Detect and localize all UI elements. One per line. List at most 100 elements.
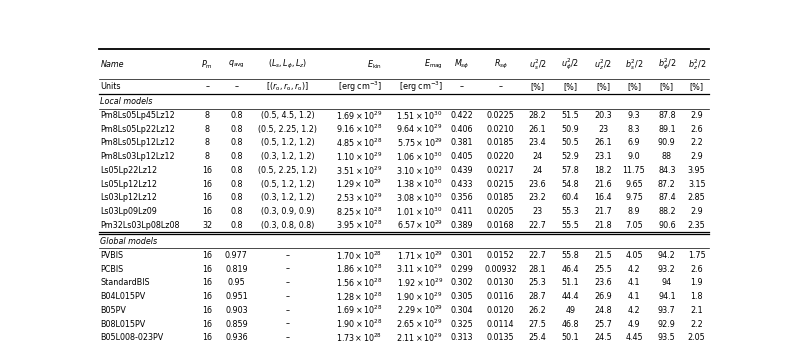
Text: 0.00932: 0.00932	[485, 264, 517, 274]
Text: 49: 49	[565, 306, 575, 315]
Text: 93.5: 93.5	[658, 333, 675, 342]
Text: 0.0205: 0.0205	[487, 207, 515, 216]
Text: 25.7: 25.7	[594, 320, 612, 329]
Text: (0.5, 1.2, 1.2): (0.5, 1.2, 1.2)	[261, 138, 314, 147]
Text: 23.2: 23.2	[529, 193, 547, 202]
Text: 0.406: 0.406	[451, 125, 473, 134]
Text: 22.7: 22.7	[529, 221, 547, 230]
Text: (0.5, 4.5, 1.2): (0.5, 4.5, 1.2)	[261, 111, 314, 120]
Text: [%]: [%]	[690, 82, 704, 91]
Text: 50.9: 50.9	[562, 125, 579, 134]
Text: 0.0116: 0.0116	[487, 292, 515, 301]
Text: 0.313: 0.313	[451, 333, 473, 342]
Text: 46.4: 46.4	[562, 264, 579, 274]
Text: $(L_s, L_\phi, L_z)$: $(L_s, L_\phi, L_z)$	[268, 58, 307, 71]
Text: Name: Name	[100, 60, 124, 69]
Text: 26.9: 26.9	[594, 292, 612, 301]
Text: 50.5: 50.5	[562, 138, 579, 147]
Text: Pm8Ls05Lp45Lz12: Pm8Ls05Lp45Lz12	[100, 111, 175, 120]
Text: 4.05: 4.05	[625, 251, 643, 260]
Text: (0.5, 1.2, 1.2): (0.5, 1.2, 1.2)	[261, 179, 314, 189]
Text: 28.7: 28.7	[529, 292, 547, 301]
Text: 16: 16	[203, 264, 212, 274]
Text: 23.1: 23.1	[594, 152, 612, 161]
Text: 4.45: 4.45	[625, 333, 643, 342]
Text: 23: 23	[598, 125, 608, 134]
Text: 93.7: 93.7	[658, 306, 675, 315]
Text: 3.95: 3.95	[688, 166, 705, 175]
Text: 23: 23	[533, 207, 543, 216]
Text: 0.325: 0.325	[450, 320, 473, 329]
Text: $2.65 \times 10^{29}$: $2.65 \times 10^{29}$	[396, 318, 443, 330]
Text: 0.0152: 0.0152	[487, 251, 515, 260]
Text: 8: 8	[205, 152, 210, 161]
Text: 4.2: 4.2	[628, 306, 641, 315]
Text: 0.356: 0.356	[450, 193, 473, 202]
Text: 16: 16	[203, 251, 212, 260]
Text: $q_{\mathrm{avg}}$: $q_{\mathrm{avg}}$	[228, 59, 245, 70]
Text: 16: 16	[203, 306, 212, 315]
Text: 1.75: 1.75	[688, 251, 705, 260]
Text: 23.6: 23.6	[529, 179, 546, 189]
Text: 0.302: 0.302	[450, 278, 473, 287]
Text: 26.1: 26.1	[594, 138, 612, 147]
Text: 2.6: 2.6	[690, 264, 703, 274]
Text: –: –	[285, 306, 289, 315]
Text: 1.9: 1.9	[690, 278, 703, 287]
Text: 0.0114: 0.0114	[487, 320, 515, 329]
Text: 0.903: 0.903	[225, 306, 247, 315]
Text: 0.8: 0.8	[230, 152, 243, 161]
Text: 26.2: 26.2	[529, 306, 547, 315]
Text: –: –	[459, 82, 463, 91]
Text: 27.5: 27.5	[529, 320, 547, 329]
Text: 18.2: 18.2	[594, 166, 612, 175]
Text: –: –	[285, 333, 289, 342]
Text: 25.4: 25.4	[529, 333, 547, 342]
Text: [%]: [%]	[660, 82, 674, 91]
Text: 4.9: 4.9	[628, 320, 641, 329]
Text: [erg cm$^{-3}$]: [erg cm$^{-3}$]	[338, 80, 382, 94]
Text: 0.389: 0.389	[450, 221, 473, 230]
Text: 9.65: 9.65	[625, 179, 643, 189]
Text: $E_{\mathrm{kin}}$: $E_{\mathrm{kin}}$	[367, 58, 382, 71]
Text: –: –	[234, 82, 239, 91]
Text: 16: 16	[203, 166, 212, 175]
Text: $1.69 \times 10^{28}$: $1.69 \times 10^{28}$	[336, 304, 382, 317]
Text: 16: 16	[203, 333, 212, 342]
Text: –: –	[285, 320, 289, 329]
Text: 8: 8	[205, 111, 210, 120]
Text: $[(r_{\mathrm{o}}, r_{\mathrm{o}}, r_{\mathrm{o}})]$: $[(r_{\mathrm{o}}, r_{\mathrm{o}}, r_{\m…	[266, 81, 309, 93]
Text: 4.1: 4.1	[628, 278, 641, 287]
Text: $P_{\mathrm{m}}$: $P_{\mathrm{m}}$	[202, 58, 214, 71]
Text: $E_{\mathrm{mag}}$: $E_{\mathrm{mag}}$	[424, 58, 443, 71]
Text: $3.51 \times 10^{29}$: $3.51 \times 10^{29}$	[336, 164, 382, 177]
Text: $3.08 \times 10^{30}$: $3.08 \times 10^{30}$	[396, 192, 443, 204]
Text: $3.11 \times 10^{29}$: $3.11 \times 10^{29}$	[396, 263, 443, 275]
Text: 25.3: 25.3	[529, 278, 547, 287]
Text: 8: 8	[205, 125, 210, 134]
Text: $1.90 \times 10^{28}$: $1.90 \times 10^{28}$	[336, 318, 382, 330]
Text: Pm32Ls03Lp08Lz08: Pm32Ls03Lp08Lz08	[100, 221, 180, 230]
Text: Global models: Global models	[100, 237, 158, 246]
Text: 0.439: 0.439	[450, 166, 473, 175]
Text: 16: 16	[203, 193, 212, 202]
Text: Ls05Lp12Lz12: Ls05Lp12Lz12	[100, 179, 158, 189]
Text: 57.8: 57.8	[562, 166, 579, 175]
Text: $1.51 \times 10^{30}$: $1.51 \times 10^{30}$	[396, 109, 443, 121]
Text: $3.95 \times 10^{28}$: $3.95 \times 10^{28}$	[336, 219, 382, 232]
Text: $8.25 \times 10^{28}$: $8.25 \times 10^{28}$	[336, 205, 382, 218]
Text: 0.301: 0.301	[451, 251, 473, 260]
Text: 21.6: 21.6	[594, 179, 612, 189]
Text: 1.8: 1.8	[690, 292, 703, 301]
Text: 2.2: 2.2	[690, 138, 703, 147]
Text: $3.10 \times 10^{30}$: $3.10 \times 10^{30}$	[396, 164, 443, 177]
Text: 16: 16	[203, 179, 212, 189]
Text: 0.0185: 0.0185	[487, 193, 515, 202]
Text: 0.0225: 0.0225	[487, 111, 515, 120]
Text: Ls03Lp12Lz12: Ls03Lp12Lz12	[100, 193, 158, 202]
Text: 24.5: 24.5	[594, 333, 612, 342]
Text: $6.57 \times 10^{29}$: $6.57 \times 10^{29}$	[397, 219, 443, 232]
Text: –: –	[285, 278, 289, 287]
Text: $1.28 \times 10^{28}$: $1.28 \times 10^{28}$	[336, 291, 382, 303]
Text: 9.0: 9.0	[628, 152, 641, 161]
